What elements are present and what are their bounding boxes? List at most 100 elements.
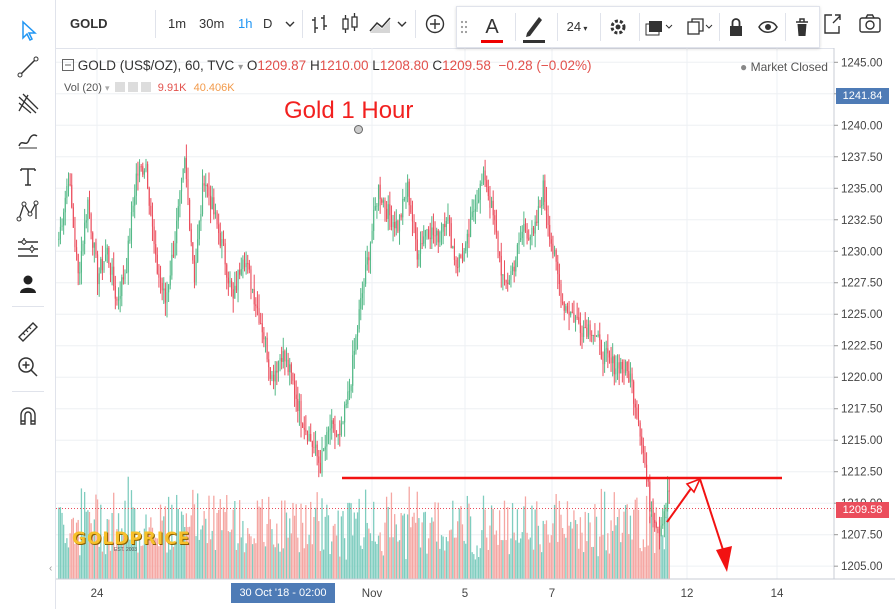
font-size-select[interactable]: 24 ▾ <box>557 7 597 47</box>
text-color-icon[interactable]: A <box>477 7 507 47</box>
clone-icon[interactable] <box>679 7 719 47</box>
candle-body <box>189 199 191 230</box>
volume-bar <box>550 535 552 579</box>
zoom-in-icon[interactable] <box>14 353 42 381</box>
chart-pane[interactable]: 1245.001242.501240.001237.501235.001232.… <box>56 48 895 609</box>
lock-icon[interactable] <box>719 7 753 47</box>
camera-icon[interactable] <box>858 0 882 48</box>
user-icon[interactable] <box>14 270 42 298</box>
volume-bar <box>284 500 286 579</box>
delete-icon[interactable] <box>787 7 817 47</box>
volume-bar <box>618 508 620 579</box>
fullscreen-icon[interactable] <box>822 0 842 48</box>
text-tool-icon[interactable] <box>14 162 42 190</box>
interval-1m[interactable]: 1m <box>168 16 187 31</box>
candle-body <box>571 311 573 313</box>
volume-bar <box>361 548 364 579</box>
volume-bar <box>528 539 530 579</box>
drag-handle-icon[interactable] <box>457 7 471 47</box>
candle <box>332 418 334 433</box>
candle-body <box>274 370 276 382</box>
candle-body <box>440 231 443 233</box>
visual-order-icon[interactable] <box>639 7 679 47</box>
candle-body <box>153 226 155 245</box>
candle-body <box>113 266 115 286</box>
candle <box>122 265 124 285</box>
volume-bar <box>132 507 134 579</box>
volume-bar <box>586 541 588 579</box>
trend-line-icon[interactable] <box>14 53 42 81</box>
scroll-left-icon[interactable]: ‹ <box>49 563 53 574</box>
toolbar-divider <box>719 13 720 41</box>
candle <box>595 335 598 338</box>
down-arrow-head <box>716 546 732 572</box>
candle-body <box>329 428 331 431</box>
symbol-search[interactable]: GOLD <box>70 16 108 31</box>
candle <box>164 282 166 316</box>
candle-body <box>77 253 79 274</box>
volume-bar <box>497 544 499 579</box>
prediction-icon[interactable] <box>14 233 42 261</box>
volume-bar <box>607 533 609 579</box>
volume-bar <box>532 549 535 579</box>
chart-annotation-title[interactable]: Gold 1 Hour <box>284 97 414 124</box>
volume-close-icon[interactable] <box>140 82 151 92</box>
visibility-icon[interactable] <box>753 7 783 47</box>
candle-body <box>629 373 632 383</box>
candle-body <box>345 403 347 406</box>
candle <box>549 215 551 247</box>
cursor-icon[interactable] <box>14 16 42 44</box>
price-chart[interactable]: 1245.001242.501240.001237.501235.001232.… <box>56 48 895 609</box>
annotation-anchor-handle[interactable] <box>354 125 363 134</box>
volume-settings-icon[interactable] <box>127 82 138 92</box>
interval-d[interactable]: D <box>263 16 273 31</box>
volume-bar <box>98 546 100 579</box>
volume-bar <box>287 537 289 579</box>
change-value: −0.28 (−0.02%) <box>498 58 592 73</box>
pitchfork-icon[interactable] <box>14 89 42 117</box>
candle <box>431 216 433 250</box>
candle <box>521 225 523 245</box>
magnet-icon[interactable] <box>14 402 42 430</box>
settings-icon[interactable] <box>600 7 636 47</box>
brush-icon[interactable] <box>14 126 42 154</box>
interval-30m[interactable]: 30m <box>199 16 225 31</box>
pattern-icon[interactable] <box>14 197 42 225</box>
interval-dropdown-icon[interactable] <box>284 0 296 48</box>
bar-style-icon[interactable] <box>310 0 330 48</box>
candle <box>629 362 632 388</box>
line-color-icon[interactable] <box>517 7 551 47</box>
ruler-icon[interactable] <box>14 318 42 346</box>
candle-body <box>158 273 160 278</box>
volume-dropdown-icon[interactable]: ▾ <box>104 83 110 93</box>
volume-bar <box>310 501 312 579</box>
candle-body <box>197 239 199 262</box>
goldprice-logo-sub: EST. 2003 <box>114 547 138 553</box>
volume-bar <box>311 544 313 579</box>
indicators-icon[interactable] <box>368 0 394 48</box>
volume-bar <box>172 546 175 579</box>
candle-body <box>193 260 196 283</box>
candle <box>445 217 447 236</box>
candle <box>250 265 252 300</box>
candles-icon[interactable] <box>340 0 360 48</box>
volume-bar <box>340 516 343 579</box>
price-tick-label: 1237.50 <box>841 152 883 164</box>
candle-body <box>544 180 546 202</box>
price-tick-label: 1205.00 <box>841 561 883 573</box>
candle <box>487 179 489 201</box>
candle-body <box>646 464 648 478</box>
series-dropdown-icon[interactable]: ▾ <box>238 62 244 73</box>
interval-1h[interactable]: 1h <box>238 16 253 31</box>
compare-add-icon[interactable] <box>424 0 446 48</box>
collapse-legend-icon[interactable] <box>62 59 74 71</box>
volume-bar <box>366 522 368 579</box>
indicators-dropdown-icon[interactable] <box>396 0 408 48</box>
candle <box>158 264 160 288</box>
candle-body <box>491 200 493 208</box>
volume-bar <box>418 518 420 579</box>
candle-body <box>437 230 439 243</box>
volume-eye-icon[interactable] <box>114 82 125 92</box>
volume-bar <box>269 519 271 579</box>
volume-bar <box>119 545 121 579</box>
